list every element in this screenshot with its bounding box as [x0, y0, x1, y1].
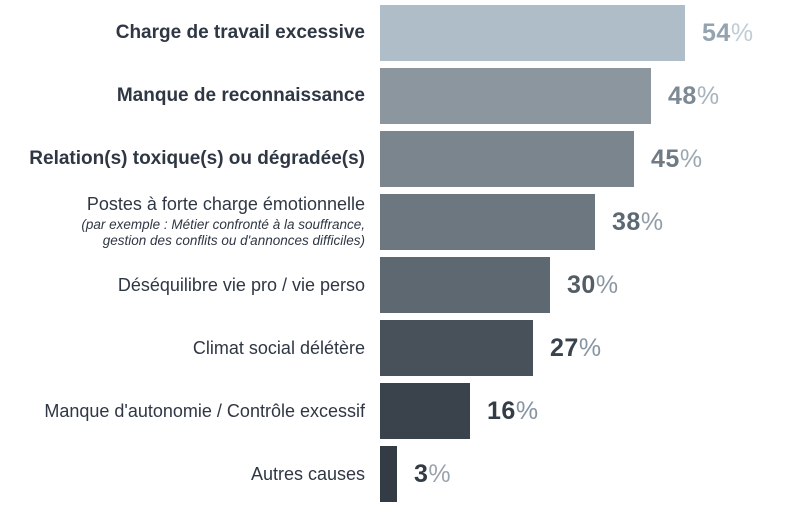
- category-caption-line: (par exemple : Métier confronté à la sou…: [81, 216, 365, 232]
- category-label: Manque de reconnaissance: [116, 85, 365, 107]
- value-percent-sign: %: [428, 459, 452, 488]
- value-label: 16%: [487, 396, 539, 425]
- value-number: 38: [612, 207, 641, 236]
- bar: [380, 320, 533, 376]
- chart-row: Manque d'autonomie / Contrôle excessif 1…: [0, 383, 800, 439]
- value-percent-sign: %: [640, 207, 664, 236]
- chart-row: Climat social délétère 27%: [0, 320, 800, 376]
- bar-cell: 38%: [380, 194, 800, 250]
- bar-cell: 16%: [380, 383, 800, 439]
- category-label-cell: Manque de reconnaissance: [0, 85, 380, 106]
- category-label-cell: Déséquilibre vie pro / vie perso: [0, 275, 380, 295]
- category-label-cell: Autres causes: [0, 464, 380, 484]
- chart-row: Relation(s) toxique(s) ou dégradée(s) 45…: [0, 131, 800, 187]
- value-label: 54%: [702, 18, 754, 47]
- bar: [380, 383, 470, 439]
- bar-cell: 27%: [380, 320, 800, 376]
- bar-cell: 48%: [380, 68, 800, 124]
- chart-row: Charge de travail excessive 54%: [0, 5, 800, 61]
- category-label-cell: Manque d'autonomie / Contrôle excessif: [0, 401, 380, 421]
- bar: [380, 131, 634, 187]
- bar-cell: 30%: [380, 257, 800, 313]
- category-label: Relation(s) toxique(s) ou dégradée(s): [29, 148, 365, 170]
- bar-cell: 54%: [380, 5, 800, 61]
- value-number: 27: [550, 333, 579, 362]
- value-number: 48: [668, 81, 697, 110]
- category-label-cell: Postes à forte charge émotionnelle (par …: [0, 194, 380, 249]
- bar: [380, 446, 397, 502]
- category-label: Déséquilibre vie pro / vie perso: [117, 274, 365, 295]
- value-percent-sign: %: [696, 81, 720, 110]
- value-percent-sign: %: [515, 396, 539, 425]
- category-label-cell: Charge de travail excessive: [0, 22, 380, 43]
- value-label: 27%: [550, 333, 602, 362]
- category-label-cell: Climat social délétère: [0, 338, 380, 358]
- value-number: 16: [487, 396, 516, 425]
- category-caption-line: gestion des conflits ou d'annonces diffi…: [102, 233, 365, 249]
- chart-row: Manque de reconnaissance 48%: [0, 68, 800, 124]
- category-label: Autres causes: [250, 463, 365, 484]
- value-percent-sign: %: [578, 333, 602, 362]
- value-number: 3: [414, 459, 429, 488]
- chart-rows: Charge de travail excessive 54% Manque d…: [0, 5, 800, 502]
- bar: [380, 5, 685, 61]
- chart-row: Autres causes 3%: [0, 446, 800, 502]
- value-number: 30: [567, 270, 596, 299]
- category-label: Postes à forte charge émotionnelle: [86, 194, 365, 215]
- category-label: Manque d'autonomie / Contrôle excessif: [44, 400, 365, 421]
- value-percent-sign: %: [595, 270, 619, 299]
- bar: [380, 68, 651, 124]
- category-caption: (par exemple : Métier confronté à la sou…: [0, 217, 365, 250]
- chart-row: Déséquilibre vie pro / vie perso 30%: [0, 257, 800, 313]
- value-label: 45%: [651, 144, 703, 173]
- value-label: 3%: [414, 459, 452, 488]
- value-label: 48%: [668, 81, 720, 110]
- category-label: Climat social délétère: [192, 337, 365, 358]
- category-label-cell: Relation(s) toxique(s) ou dégradée(s): [0, 148, 380, 169]
- bar-cell: 45%: [380, 131, 800, 187]
- category-label: Charge de travail excessive: [115, 22, 365, 44]
- chart-row: Postes à forte charge émotionnelle (par …: [0, 194, 800, 250]
- bar-cell: 3%: [380, 446, 800, 502]
- value-percent-sign: %: [730, 18, 754, 47]
- value-label: 30%: [567, 270, 619, 299]
- value-percent-sign: %: [679, 144, 703, 173]
- value-number: 54: [702, 18, 731, 47]
- bar: [380, 194, 595, 250]
- value-number: 45: [651, 144, 680, 173]
- value-label: 38%: [612, 207, 664, 236]
- bar: [380, 257, 550, 313]
